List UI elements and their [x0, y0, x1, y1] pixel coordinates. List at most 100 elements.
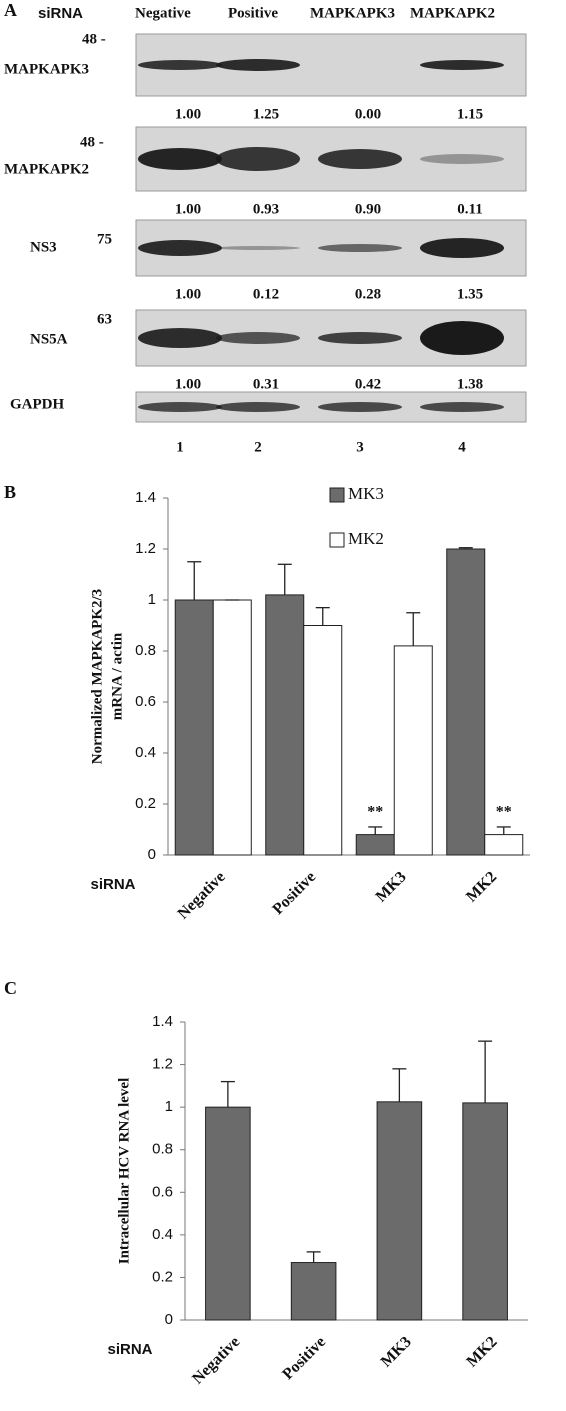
lane-header: Positive: [228, 5, 278, 21]
bar: [290, 1262, 337, 1321]
quantification: 0.90: [355, 201, 381, 217]
band: [216, 332, 300, 344]
y-tick-label: 1.2: [135, 540, 156, 557]
panel-label: B: [4, 482, 16, 502]
x-tick-label: MK2: [463, 868, 500, 905]
band: [318, 244, 402, 252]
size-marker: 48 -: [80, 134, 104, 150]
band: [420, 238, 504, 258]
x-axis-label: siRNA: [90, 876, 135, 893]
band: [138, 60, 222, 70]
legend-swatch: [329, 487, 345, 503]
row-label: NS5A: [30, 331, 68, 347]
band: [216, 59, 300, 71]
y-tick-label: 1: [148, 591, 156, 608]
band: [216, 402, 300, 412]
size-marker: 75: [97, 231, 112, 247]
y-tick-label: 1.2: [152, 1056, 173, 1073]
y-tick-label: 1.4: [152, 1013, 173, 1030]
x-tick-label: Positive: [279, 1333, 329, 1383]
quantification: 1.35: [457, 286, 483, 302]
band: [216, 147, 300, 171]
lane-header: MAPKAPK2: [410, 5, 495, 21]
lane-number: 1: [176, 439, 184, 455]
band: [138, 328, 222, 348]
row-label: MAPKAPK2: [4, 161, 89, 177]
quantification: 1.00: [175, 201, 201, 217]
band: [216, 246, 300, 250]
x-tick-label: MK3: [378, 1333, 415, 1370]
bar: [174, 599, 214, 856]
y-axis-label: Intracellular HCV RNA level: [116, 1078, 132, 1265]
quantification: 1.15: [457, 106, 483, 122]
legend-label: MK2: [348, 529, 384, 548]
y-tick-label: 0.2: [152, 1268, 173, 1285]
y-tick-label: 0: [165, 1311, 173, 1328]
row-label: MAPKAPK3: [4, 61, 89, 77]
bar: [265, 594, 305, 856]
size-marker: 48 -: [82, 31, 106, 47]
significance: **: [367, 804, 383, 821]
y-axis-label: mRNA / actin: [109, 632, 125, 720]
band: [420, 321, 504, 355]
quantification: 0.12: [253, 286, 279, 302]
quantification: 0.31: [253, 376, 279, 392]
band: [420, 154, 504, 164]
panel-label: A: [4, 0, 17, 20]
band: [138, 402, 222, 412]
x-tick-label: Negative: [175, 868, 229, 922]
bar: [376, 1101, 423, 1321]
panel-label: C: [4, 978, 17, 998]
quantification: 1.25: [253, 106, 279, 122]
x-tick-label: MK2: [463, 1333, 500, 1370]
y-tick-label: 0: [148, 846, 156, 863]
quantification: 0.11: [457, 201, 482, 217]
y-tick-label: 0.4: [152, 1226, 173, 1243]
bar: [355, 834, 395, 856]
y-axis-label: Normalized MAPKAPK2/3: [89, 589, 105, 764]
bar: [393, 645, 433, 856]
y-tick-label: 0.8: [152, 1141, 173, 1158]
band: [138, 148, 222, 170]
quantification: 0.28: [355, 286, 381, 302]
lane-number: 4: [458, 439, 466, 455]
x-tick-label: MK3: [373, 868, 410, 905]
y-tick-label: 0.6: [152, 1183, 173, 1200]
x-tick-label: Negative: [189, 1333, 243, 1387]
y-tick-label: 1.4: [135, 489, 156, 506]
header-label: siRNA: [38, 5, 83, 22]
bar: [303, 625, 343, 856]
quantification: 1.00: [175, 106, 201, 122]
row-label: GAPDH: [10, 396, 64, 412]
lane-number: 3: [356, 439, 364, 455]
quantification: 0.93: [253, 201, 279, 217]
band: [420, 402, 504, 412]
bar: [462, 1102, 508, 1321]
bar: [212, 599, 252, 856]
legend-swatch: [329, 532, 345, 548]
band: [318, 332, 402, 344]
band: [318, 402, 402, 412]
lane-number: 2: [254, 439, 262, 455]
bar: [446, 548, 486, 856]
quantification: 1.00: [175, 376, 201, 392]
size-marker: 63: [97, 311, 112, 327]
legend-label: MK3: [348, 484, 384, 503]
lane-header: MAPKAPK3: [310, 5, 395, 21]
y-tick-label: 0.4: [135, 744, 156, 761]
significance: **: [496, 804, 512, 821]
quantification: 0.00: [355, 106, 381, 122]
band: [420, 60, 504, 70]
quantification: 1.00: [175, 286, 201, 302]
y-tick-label: 1: [165, 1098, 173, 1115]
bar: [484, 834, 524, 856]
y-tick-label: 0.6: [135, 693, 156, 710]
x-tick-label: Positive: [269, 868, 319, 918]
bar: [205, 1106, 251, 1321]
quantification: 0.42: [355, 376, 381, 392]
band: [318, 149, 402, 169]
y-tick-label: 0.8: [135, 642, 156, 659]
band: [138, 240, 222, 256]
